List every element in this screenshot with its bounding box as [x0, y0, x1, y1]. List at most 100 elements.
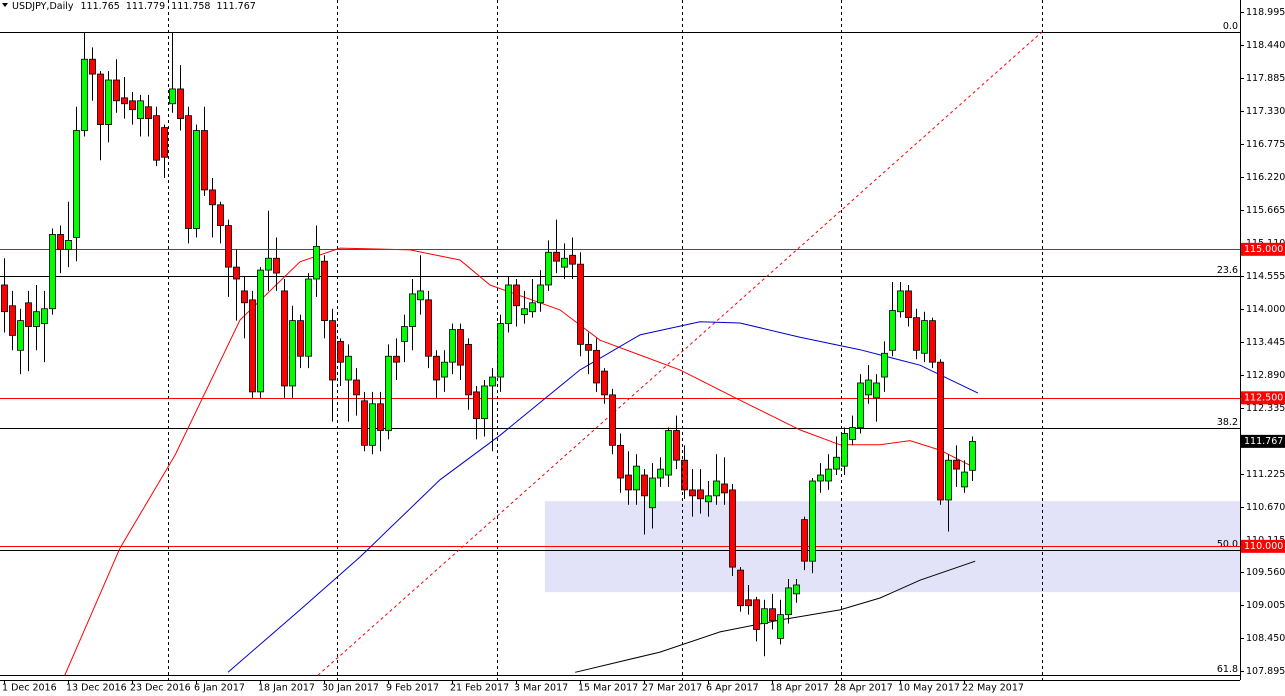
candle-body [729, 489, 736, 568]
candle-body [9, 305, 16, 336]
y-tick-label: 118.995 [1246, 7, 1285, 18]
candle-body [841, 433, 848, 467]
candle-body [889, 310, 896, 351]
candle-body [553, 251, 560, 262]
candle-body [473, 391, 480, 420]
y-tick-label: 114.555 [1246, 271, 1285, 282]
candle-body [577, 263, 584, 345]
candle-body [57, 234, 64, 250]
candle-body [225, 225, 232, 268]
fib-label: 23.6 [1217, 265, 1238, 276]
candle-body [49, 234, 56, 310]
candle-body [833, 456, 840, 470]
candle-body [97, 73, 104, 125]
candle-body [665, 430, 672, 476]
candle-body [697, 489, 704, 500]
x-tick-label: 9 Feb 2017 [386, 683, 439, 694]
price-tag [1241, 242, 1285, 256]
candle-body [441, 361, 448, 378]
candle-body [433, 355, 440, 381]
candle-body [241, 290, 248, 304]
x-tick-label: 28 Apr 2017 [834, 683, 893, 694]
candle-body [65, 240, 72, 250]
candle-body [153, 115, 160, 161]
candle-body [329, 320, 336, 381]
y-tick-label: 112.890 [1246, 370, 1285, 381]
candle-body [193, 130, 200, 229]
candle-body [689, 489, 696, 497]
candle-body [393, 355, 400, 363]
candle-body [905, 290, 912, 319]
candle-body [409, 293, 416, 327]
candle-body [953, 459, 960, 470]
candle-body [457, 329, 464, 366]
price-tag-label: 110.000 [1244, 541, 1283, 552]
candle-body [601, 370, 608, 396]
x-tick-label: 23 Dec 2016 [130, 683, 191, 694]
y-tick-label: 117.330 [1246, 106, 1285, 117]
candle-body [513, 284, 520, 307]
candle-body [537, 284, 544, 304]
candle-body [41, 308, 48, 324]
candle-body [201, 130, 208, 191]
y-tick-label: 118.440 [1246, 40, 1285, 51]
fib-label: 50.0 [1217, 539, 1238, 550]
candle-body [809, 480, 816, 562]
x-tick-label: 15 Mar 2017 [578, 683, 638, 694]
moving-average [64, 247, 976, 676]
candle-body [105, 79, 112, 125]
candle-body [81, 58, 88, 131]
x-tick-label: 10 May 2017 [898, 683, 960, 694]
candle-body [929, 320, 936, 363]
candle-body [777, 614, 784, 639]
candle-body [33, 311, 40, 327]
candle-body [681, 459, 688, 491]
y-tick-label: 117.885 [1246, 73, 1285, 84]
candle-body [817, 474, 824, 482]
candle-body [137, 100, 144, 120]
candle-body [705, 495, 712, 503]
candle-body [921, 320, 928, 354]
candle-body [633, 465, 640, 491]
candle-body [377, 403, 384, 431]
quote-low: 111.758 [171, 1, 210, 12]
x-tick-label: 1 Dec 2016 [2, 683, 57, 694]
candle-body [825, 468, 832, 482]
candle-body [521, 308, 528, 316]
candle-body [641, 474, 648, 497]
moving-average [227, 321, 979, 673]
candle-body [857, 382, 864, 428]
candle-body [497, 323, 504, 378]
candle-body [769, 608, 776, 621]
x-tick-label: 6 Jan 2017 [194, 683, 245, 694]
candle-body [249, 299, 256, 393]
candle-body [113, 79, 120, 102]
last-price-tag [1241, 434, 1285, 448]
candle-body [361, 400, 368, 446]
candle-body [89, 58, 96, 75]
candle-body [353, 379, 360, 396]
candle-body [969, 440, 976, 471]
x-tick-label: 30 Jan 2017 [322, 683, 379, 694]
candle-body [761, 608, 768, 624]
candle-body [785, 587, 792, 616]
last-price-label: 111.767 [1244, 436, 1283, 447]
candle-body [73, 130, 80, 238]
x-tick-label: 18 Apr 2017 [770, 683, 829, 694]
candle-body [465, 343, 472, 396]
candle-body [657, 468, 664, 479]
price-tag [1241, 391, 1285, 405]
candle-body [793, 584, 800, 595]
candle-body [673, 430, 680, 461]
candle-body [753, 599, 760, 630]
candle-body [937, 361, 944, 501]
price-tag [1241, 539, 1285, 553]
fib-label: 0.0 [1223, 21, 1238, 32]
candle-body [849, 427, 856, 440]
chart-header: USDJPY,Daily 111.765 111.779 111.758 111… [12, 1, 256, 12]
candle-body [713, 480, 720, 497]
y-tick-label: 114.000 [1246, 304, 1285, 315]
symbol: USDJPY,Daily [12, 1, 74, 12]
quote-close: 111.767 [217, 1, 256, 12]
